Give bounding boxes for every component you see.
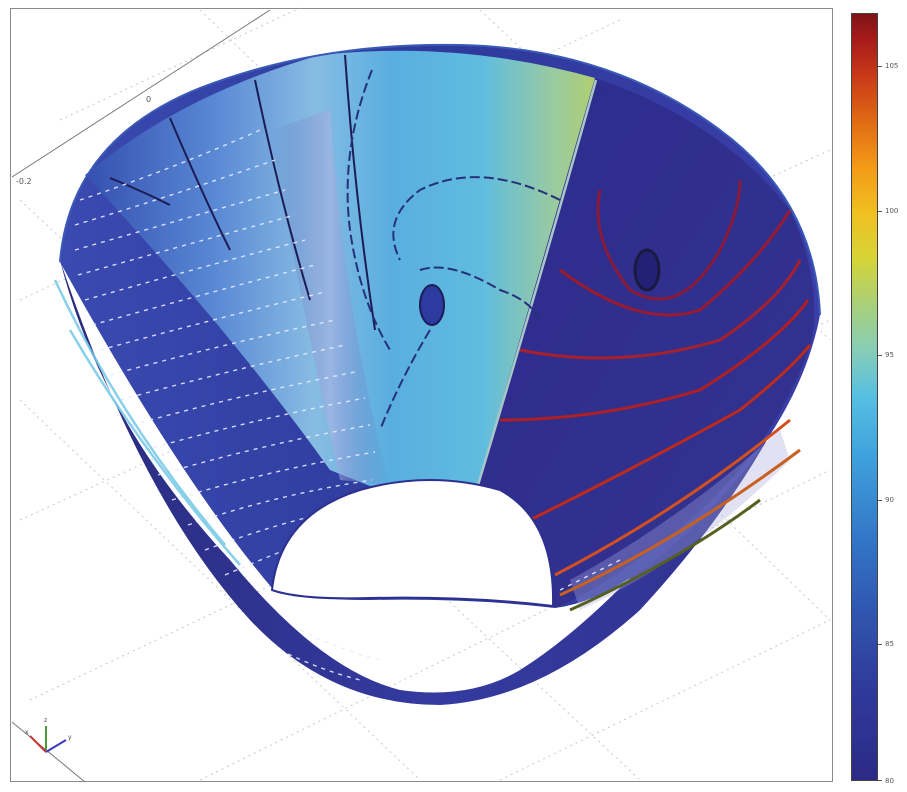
colorbar-label-90: 90 — [885, 496, 894, 504]
axis-triad — [30, 726, 66, 752]
colorbar-label-100: 100 — [885, 207, 898, 215]
colorbar-label-80: 80 — [885, 777, 894, 785]
axis-label-neg02: -0.2 — [16, 177, 32, 186]
colorbar-tick-85 — [878, 644, 882, 645]
colorbar-label-95: 95 — [885, 351, 894, 359]
axis-label-0: 0 — [146, 95, 151, 104]
triad-label-z: z — [44, 717, 47, 724]
colorbar-tick-95 — [878, 355, 882, 356]
colorbar-tick-100 — [878, 211, 882, 212]
colorbar-tick-105 — [878, 66, 882, 67]
colorbar-tick-80 — [878, 780, 882, 781]
triad-label-y: y — [68, 734, 72, 741]
colorbar — [851, 13, 878, 781]
colorbar-label-105: 105 — [885, 62, 898, 70]
colorbar-label-85: 85 — [885, 640, 894, 648]
colorbar-tick-90 — [878, 500, 882, 501]
triad-label-x: x — [25, 729, 29, 736]
